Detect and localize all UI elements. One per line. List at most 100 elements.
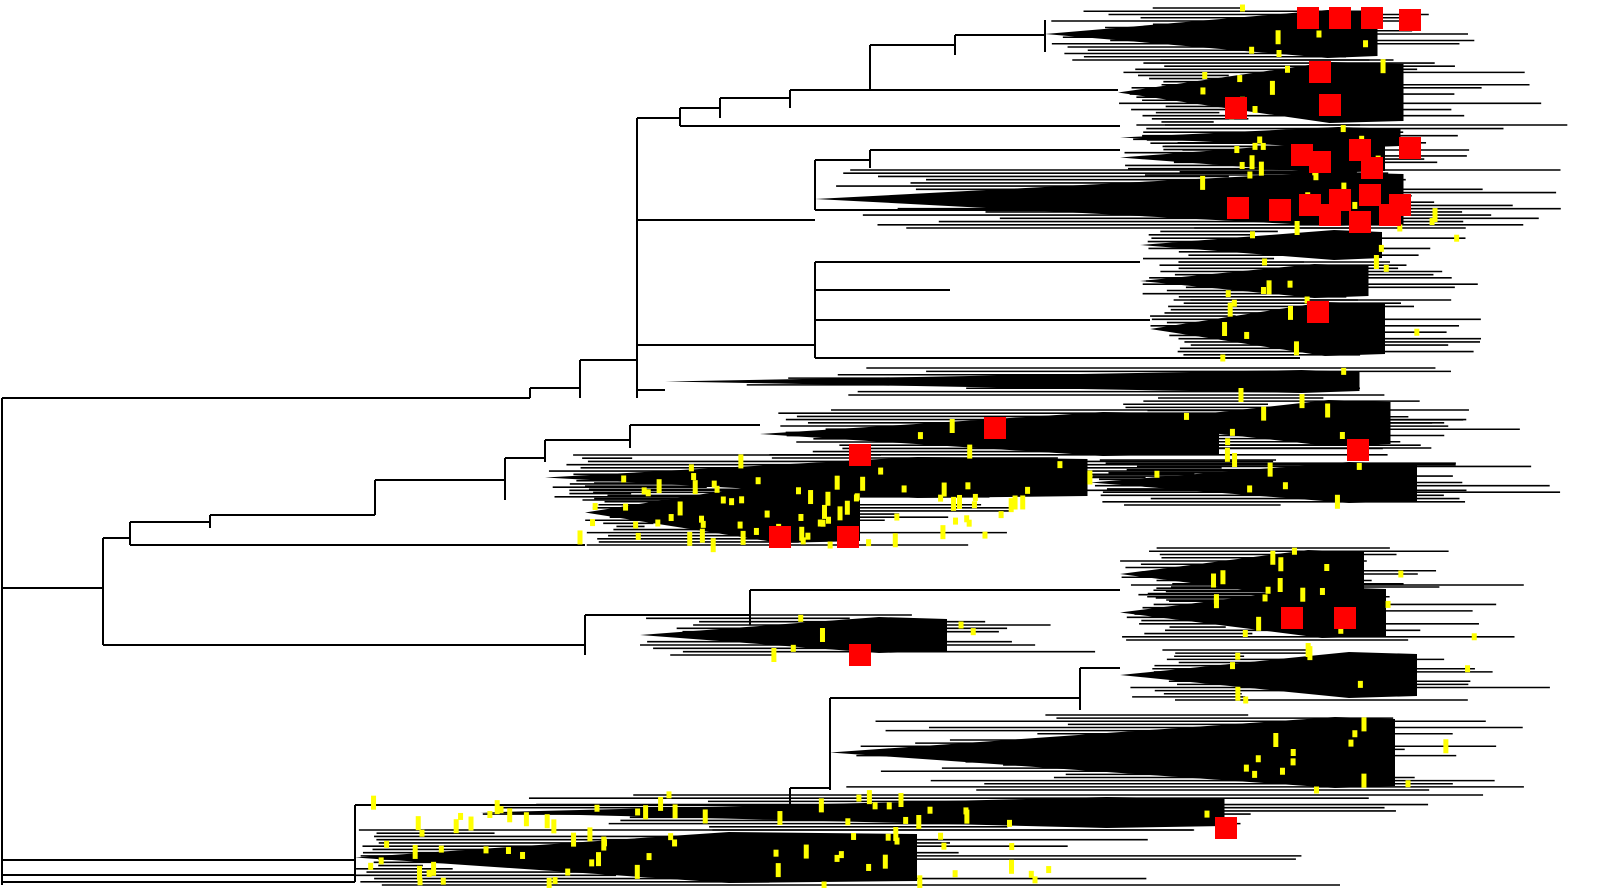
tip-marker (951, 496, 957, 511)
node-marker (1215, 817, 1237, 839)
tip-marker (967, 444, 973, 459)
tip-marker (1282, 482, 1288, 490)
tip-marker (886, 802, 892, 810)
tip-marker (1220, 570, 1226, 585)
node-marker (1297, 7, 1319, 29)
tip-marker (1220, 354, 1226, 362)
tip-marker (798, 614, 804, 622)
tip-marker (700, 520, 706, 528)
leaf-fans (355, 7, 1568, 886)
tip-marker (1225, 290, 1231, 298)
node-marker (1349, 211, 1371, 233)
tip-marker (546, 877, 552, 888)
tip-marker (898, 793, 904, 808)
tip-marker (1300, 587, 1306, 602)
tip-marker (643, 805, 649, 820)
tip-marker (1009, 843, 1015, 851)
tip-marker (1341, 182, 1347, 190)
tip-marker (594, 804, 600, 812)
tip-marker (1352, 201, 1358, 209)
tip-marker (795, 487, 801, 495)
tip-marker (1325, 403, 1331, 418)
tip-marker (1154, 470, 1160, 478)
tip-marker (866, 539, 872, 547)
tip-marker (1378, 244, 1384, 252)
leaf-fan (480, 794, 1484, 831)
tip-marker (1465, 665, 1471, 673)
tip-marker (1443, 739, 1449, 754)
node-marker (1227, 197, 1249, 219)
tip-marker (1339, 432, 1345, 439)
tip-marker (1294, 221, 1300, 235)
tip-marker (523, 812, 529, 827)
tip-marker (1252, 142, 1258, 150)
tip-marker (872, 802, 878, 810)
tip-marker (711, 480, 717, 488)
tip-marker (565, 868, 571, 876)
tip-marker (1235, 686, 1241, 701)
tip-marker (893, 827, 899, 842)
tip-marker (720, 496, 726, 504)
tip-marker (1243, 696, 1249, 704)
tip-marker (1238, 388, 1244, 402)
tip-marker (917, 432, 923, 440)
tip-marker (1414, 328, 1420, 336)
tip-marker (740, 530, 746, 545)
node-marker (1309, 151, 1331, 173)
tip-marker (635, 808, 641, 816)
node-marker (1281, 607, 1303, 629)
leaf-fan-wedge (1120, 587, 1386, 638)
tip-marker (1257, 136, 1263, 144)
tip-marker (621, 475, 627, 483)
tip-marker (771, 648, 777, 662)
tip-marker (982, 531, 988, 539)
tip-marker (1243, 764, 1249, 772)
tip-marker (672, 839, 678, 847)
tip-marker (498, 806, 504, 814)
node-marker (837, 526, 859, 548)
tip-marker (1046, 866, 1052, 874)
tip-marker (1313, 166, 1319, 181)
tip-marker (1025, 486, 1031, 494)
tip-marker (1235, 652, 1241, 660)
tip-marker (1314, 786, 1320, 794)
tip-marker (956, 494, 962, 509)
tip-marker (687, 531, 693, 546)
tip-marker (1316, 30, 1322, 38)
node-marker (1269, 199, 1291, 221)
tip-marker (1262, 594, 1268, 602)
tip-marker (1278, 557, 1284, 572)
tip-marker (856, 794, 862, 802)
tip-marker (966, 519, 972, 527)
node-marker (1361, 7, 1383, 29)
tip-marker (738, 454, 744, 469)
tip-marker (1087, 470, 1093, 485)
tip-marker (417, 865, 423, 880)
tip-marker (378, 857, 384, 865)
tip-marker (552, 877, 558, 885)
tip-marker (1229, 428, 1235, 436)
tip-marker (998, 511, 1004, 519)
tip-marker (1267, 462, 1273, 477)
tip-marker (805, 532, 811, 540)
node-marker (1225, 97, 1247, 119)
tip-marker (1057, 461, 1063, 469)
tip-marker (938, 494, 944, 502)
node-marker (984, 417, 1006, 439)
tip-marker (1200, 87, 1206, 95)
tip-marker (1258, 161, 1264, 176)
tip-marker (1397, 224, 1403, 232)
tip-marker (826, 516, 832, 524)
node-marker (1329, 7, 1351, 29)
tip-marker (1324, 564, 1330, 571)
tip-marker (753, 527, 759, 535)
tip-marker (800, 537, 806, 545)
tip-marker (1020, 495, 1026, 510)
tip-marker (483, 846, 489, 854)
node-marker (1399, 137, 1421, 159)
tip-marker (894, 837, 900, 845)
tip-marker (458, 812, 464, 820)
tip-marker (368, 862, 374, 870)
tip-marker (917, 875, 923, 888)
